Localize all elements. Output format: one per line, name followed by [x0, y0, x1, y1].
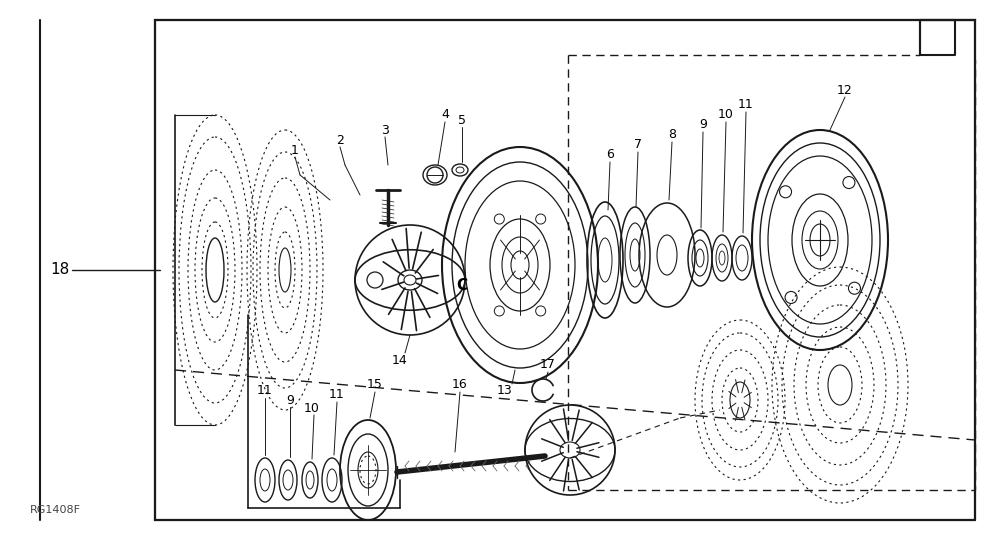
- Text: 11: 11: [257, 383, 273, 397]
- Text: 10: 10: [718, 108, 734, 122]
- Text: RG1408F: RG1408F: [30, 505, 81, 515]
- Text: 15: 15: [367, 379, 383, 391]
- Text: 2: 2: [336, 134, 344, 146]
- Text: 3: 3: [381, 123, 389, 137]
- Text: 13: 13: [497, 383, 513, 397]
- Text: C: C: [456, 278, 467, 293]
- Text: 12: 12: [838, 83, 852, 97]
- Text: 4: 4: [442, 108, 448, 122]
- Text: 5: 5: [458, 114, 466, 127]
- Text: 8: 8: [668, 129, 676, 142]
- Text: 11: 11: [739, 98, 753, 112]
- Text: 16: 16: [452, 379, 468, 391]
- Text: 9: 9: [699, 119, 707, 131]
- Text: 9: 9: [286, 394, 294, 406]
- Text: 17: 17: [541, 358, 556, 372]
- Bar: [155, 20, 975, 520]
- Text: 14: 14: [392, 354, 408, 366]
- Text: 18: 18: [50, 263, 69, 278]
- Text: 1: 1: [291, 144, 299, 156]
- Text: 11: 11: [329, 389, 345, 402]
- Text: 6: 6: [606, 148, 614, 161]
- Bar: [920, 20, 990, 60]
- Text: 10: 10: [304, 402, 320, 414]
- Text: 7: 7: [634, 138, 642, 152]
